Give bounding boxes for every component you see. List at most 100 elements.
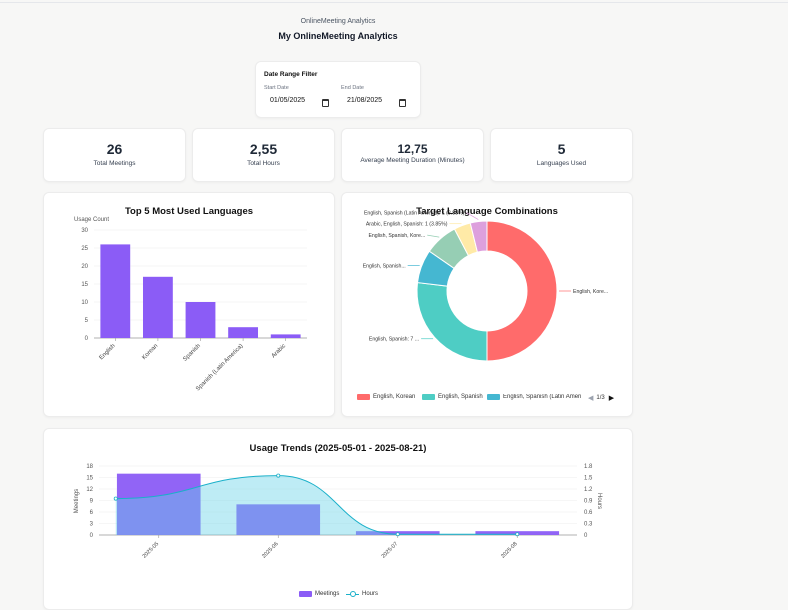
legend-label: English, Spanish (Latin Ameri: [503, 394, 582, 400]
y-tick-label-left: 15: [86, 476, 93, 482]
y-tick-label: 20: [81, 264, 88, 270]
y-tick-label-right: 0.6: [584, 510, 593, 516]
callout-line: [427, 234, 440, 238]
line-marker-icon: [346, 591, 359, 597]
legend-item[interactable]: English, Spanish: [422, 394, 483, 400]
y-tick-label-left: 0: [90, 533, 94, 539]
usage-trends-chart: 0 0 3 0.3 6 0.6 9 0.9 12 1.2 15 1.5 18 1.8 Meetings Hou…: [74, 464, 602, 560]
bar: [142, 276, 173, 338]
y-tick-label-right: 1.2: [584, 487, 593, 493]
start-date-label: Start Date: [264, 85, 289, 91]
legend-pager: ◀ 1/3 ▶: [588, 394, 614, 402]
x-tick-label: English: [99, 343, 117, 361]
calendar-icon[interactable]: [322, 99, 329, 107]
hours-point: [113, 496, 118, 501]
y-tick-label: 10: [81, 300, 88, 306]
kpi-label: Languages Used: [536, 160, 587, 167]
legend-item-meetings[interactable]: Meetings: [299, 591, 339, 597]
bar: [228, 327, 259, 338]
kpi-value: 12,75: [397, 142, 428, 156]
y-tick-label: 30: [81, 228, 88, 234]
language-combinations-card: Target Language Combinations English, Ko…: [341, 192, 633, 417]
legend-label: Meetings: [315, 591, 340, 597]
legend-swatch: [299, 591, 312, 597]
x-tick-label: 2025-08: [500, 541, 519, 560]
calendar-icon[interactable]: [399, 99, 406, 107]
callout-label: English, Spanish: 7 ...: [369, 337, 419, 343]
x-tick-label: Spanish: [182, 343, 202, 363]
hours-line: [115, 475, 518, 535]
end-date-label: End Date: [341, 85, 364, 91]
language-combinations-chart: English, Kore... English, Spanish: 7 ... E…: [363, 211, 608, 362]
y-tick-label-right: 0.3: [584, 522, 593, 528]
callout-label: English, Spanish, Kore...: [368, 233, 425, 239]
start-date-input[interactable]: 01/05/2025: [268, 94, 333, 108]
usage-trends-card: Usage Trends (2025-05-01 - 2025-08-21) 0…: [43, 428, 633, 610]
legend-item[interactable]: English, Spanish (Latin Ameri: [487, 394, 586, 400]
legend-label: English, Spanish: [438, 394, 483, 400]
callout-label: English, Kore...: [573, 289, 608, 295]
callout-line: [466, 212, 479, 220]
chart-title: Target Language Combinations: [416, 206, 558, 217]
bar: [270, 334, 301, 338]
chart-title: Usage Trends (2025-05-01 - 2025-08-21): [249, 443, 427, 454]
y-tick-label-left: 6: [90, 510, 94, 516]
top-divider: [0, 2, 788, 3]
y-axis-label-right: Hours: [596, 493, 602, 509]
meetings-bar: [116, 473, 201, 535]
legend-label: Hours: [362, 591, 379, 597]
y-axis-label-left: Meetings: [74, 489, 80, 513]
kpi-value: 2,55: [249, 141, 278, 157]
donut-slice: [416, 282, 488, 362]
kpi-languages-used: 5 Languages Used: [490, 128, 633, 182]
x-tick-label: 2025-06: [261, 541, 280, 560]
hours-area: [115, 475, 518, 535]
kpi-value: 5: [557, 141, 566, 157]
y-tick-label: 5: [85, 318, 89, 324]
y-tick-label-left: 3: [90, 522, 94, 528]
date-range-filter: Date Range Filter Start Date End Date 01…: [255, 61, 421, 118]
legend-item[interactable]: English, Korean: [357, 394, 415, 400]
legend-swatch: [487, 394, 500, 400]
y-tick-label-right: 0.9: [584, 499, 593, 505]
x-tick-label: 2025-05: [142, 541, 161, 560]
kpi-label: Total Meetings: [93, 160, 136, 167]
legend-swatch: [422, 394, 435, 400]
kpi-average-duration: 12,75 Average Meeting Duration (Minutes): [341, 128, 484, 182]
y-tick-label-left: 12: [86, 487, 93, 493]
app-subtitle: OnlineMeeting Analytics: [300, 18, 376, 25]
callout-label: English, Spanish...: [363, 263, 406, 269]
donut-slice: [469, 220, 488, 253]
page-title: My OnlineMeeting Analytics: [278, 31, 398, 41]
y-tick-label: 15: [81, 282, 88, 288]
top-languages-card: Top 5 Most Used Languages Usage Count 0 5 1…: [43, 192, 335, 417]
start-date-value: 01/05/2025: [270, 97, 306, 104]
chart-title: Top 5 Most Used Languages: [124, 206, 254, 217]
kpi-total-hours: 2,55 Total Hours: [192, 128, 335, 182]
y-tick-label-left: 18: [86, 464, 93, 470]
callout-label: English, Spanish (Latin America): 1 (3.8…: [364, 211, 465, 217]
y-tick-label-left: 9: [90, 499, 94, 505]
filter-title: Date Range Filter: [264, 71, 318, 78]
hours-point: [276, 473, 281, 478]
y-axis-label: Usage Count: [74, 217, 109, 223]
x-tick-label: Korean: [141, 343, 159, 361]
x-tick-label: Arabic: [271, 343, 287, 359]
legend-prev-icon[interactable]: ◀: [588, 395, 594, 402]
y-tick-label: 25: [81, 246, 88, 252]
x-tick-label: 2025-07: [381, 541, 400, 560]
kpi-label: Average Meeting Duration (Minutes): [360, 157, 465, 164]
y-tick-label: 0: [85, 336, 89, 342]
bar: [100, 244, 131, 338]
legend-next-icon[interactable]: ▶: [608, 395, 615, 402]
legend-item-hours[interactable]: Hours: [346, 591, 378, 597]
legend-label: English, Korean: [373, 394, 416, 400]
end-date-input[interactable]: 21/08/2025: [345, 94, 410, 108]
top-languages-chart: Usage Count 0 5 10 15 20 25 30 English Korean Span…: [74, 217, 307, 392]
x-tick-label: Spanish (Latin America): [195, 343, 244, 392]
callout-label: Arabic, English, Spanish: 1 (3.85%): [366, 222, 448, 228]
end-date-value: 21/08/2025: [347, 97, 383, 104]
y-tick-label-right: 1.8: [584, 464, 593, 470]
donut-slice: [486, 220, 558, 362]
y-tick-label-right: 1.5: [584, 476, 593, 482]
